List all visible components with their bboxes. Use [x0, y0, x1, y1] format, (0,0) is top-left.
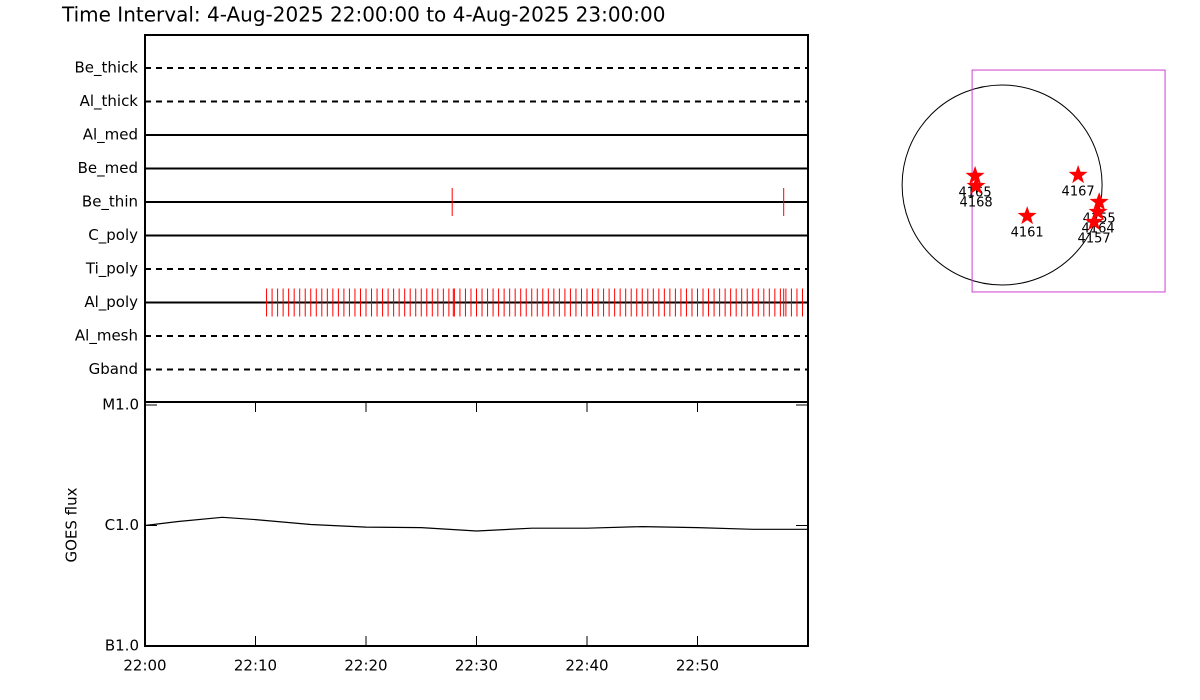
flux-line	[144, 516, 808, 532]
x-tick-label: 22:30	[455, 657, 498, 675]
filter-label: Al_med	[83, 126, 138, 145]
x-tick-label: 22:40	[565, 657, 608, 675]
region-star	[966, 176, 986, 195]
x-tick-label: 22:00	[123, 657, 166, 675]
y-axis-label: GOES flux	[63, 487, 81, 562]
x-tick-label: 22:50	[676, 657, 719, 675]
field-of-view	[971, 69, 1166, 293]
filter-label: Al_mesh	[75, 327, 138, 346]
filter-label: Al_poly	[84, 293, 138, 312]
filter-label: Be_med	[78, 159, 138, 178]
region-star	[1089, 192, 1109, 211]
region-star	[1017, 206, 1037, 225]
filter-label: Al_thick	[80, 92, 139, 111]
x-tick-label: 22:20	[344, 657, 387, 675]
y-tick-label: C1.0	[105, 516, 139, 534]
timeline-frame	[144, 34, 809, 403]
region-star	[965, 165, 985, 184]
filter-label: Ti_poly	[85, 260, 138, 279]
region-label: 4167	[1062, 185, 1095, 200]
y-tick-label: M1.0	[102, 396, 139, 414]
y-tick-label: B1.0	[105, 637, 139, 655]
region-label: 4161	[1011, 226, 1044, 241]
region-star	[1068, 165, 1088, 184]
x-tick-label: 22:10	[234, 657, 277, 675]
filter-label: Be_thin	[82, 193, 138, 212]
goes-frame	[144, 401, 809, 647]
region-star	[1088, 202, 1108, 221]
region-label: 4168	[960, 196, 993, 211]
region-label: 4157	[1078, 232, 1111, 247]
filter-label: C_poly	[88, 226, 138, 245]
region-star	[1084, 212, 1104, 231]
region-label: 4165	[959, 185, 992, 200]
filter-label: Gband	[89, 360, 138, 378]
solar-limb	[901, 84, 1103, 286]
filter-label: Be_thick	[74, 59, 138, 78]
chart-title: Time Interval: 4-Aug-2025 22:00:00 to 4-…	[61, 3, 666, 27]
